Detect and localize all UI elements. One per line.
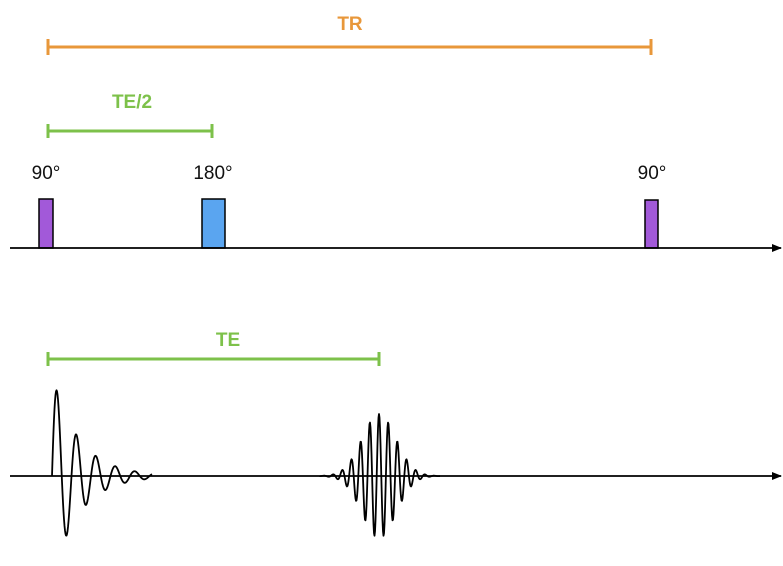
tr-interval: TR (46, 14, 653, 55)
te-interval: TE (46, 330, 381, 366)
pulse-label-excitation-2: 90° (638, 163, 667, 184)
te-half-label: TE/2 (112, 92, 152, 113)
refocusing-pulse (201, 198, 226, 249)
pulse-label-refocusing: 180° (193, 163, 232, 184)
te-label: TE (216, 330, 240, 351)
free-induction-decay-signal (51, 389, 153, 537)
excitation-pulse-2 (644, 199, 659, 249)
pulse-label-excitation-1: 90° (32, 163, 61, 184)
tr-label: TR (337, 14, 363, 35)
excitation-pulse-1 (38, 198, 54, 249)
spin-echo-signal (319, 413, 441, 537)
te-half-interval: TE/2 (46, 92, 214, 138)
